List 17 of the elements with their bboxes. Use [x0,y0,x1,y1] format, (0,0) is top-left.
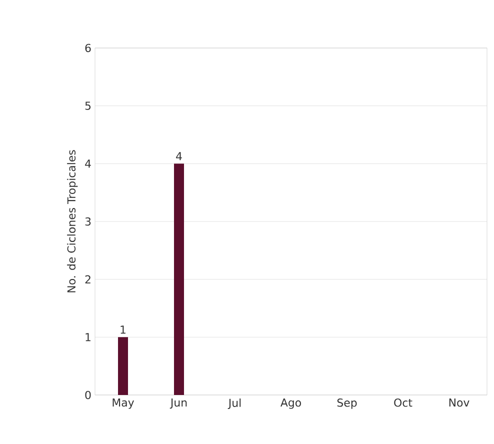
x-tick-label: Jul [228,398,241,410]
y-tick-label: 2 [85,275,90,284]
y-tick-label: 5 [85,102,91,110]
y-tick-label: 4 [85,160,91,168]
y-tick-label: 1 [86,333,90,342]
y-axis-title: No. de Ciclones Tropicales [67,150,78,292]
x-tick-label: Jun [170,398,187,409]
x-tick-label: Oct [394,398,412,407]
x-tick-label: May [112,398,134,409]
y-tick-label: 3 [85,217,91,226]
x-tick-label: Sep [337,398,357,409]
data-label: 4 [176,152,182,160]
y-tick-label: 6 [85,44,91,52]
data-label: 1 [120,326,126,334]
x-tick-label: Ago [280,398,301,409]
x-tick-label: Nov [449,398,470,407]
y-tick-label: 0 [85,390,91,400]
